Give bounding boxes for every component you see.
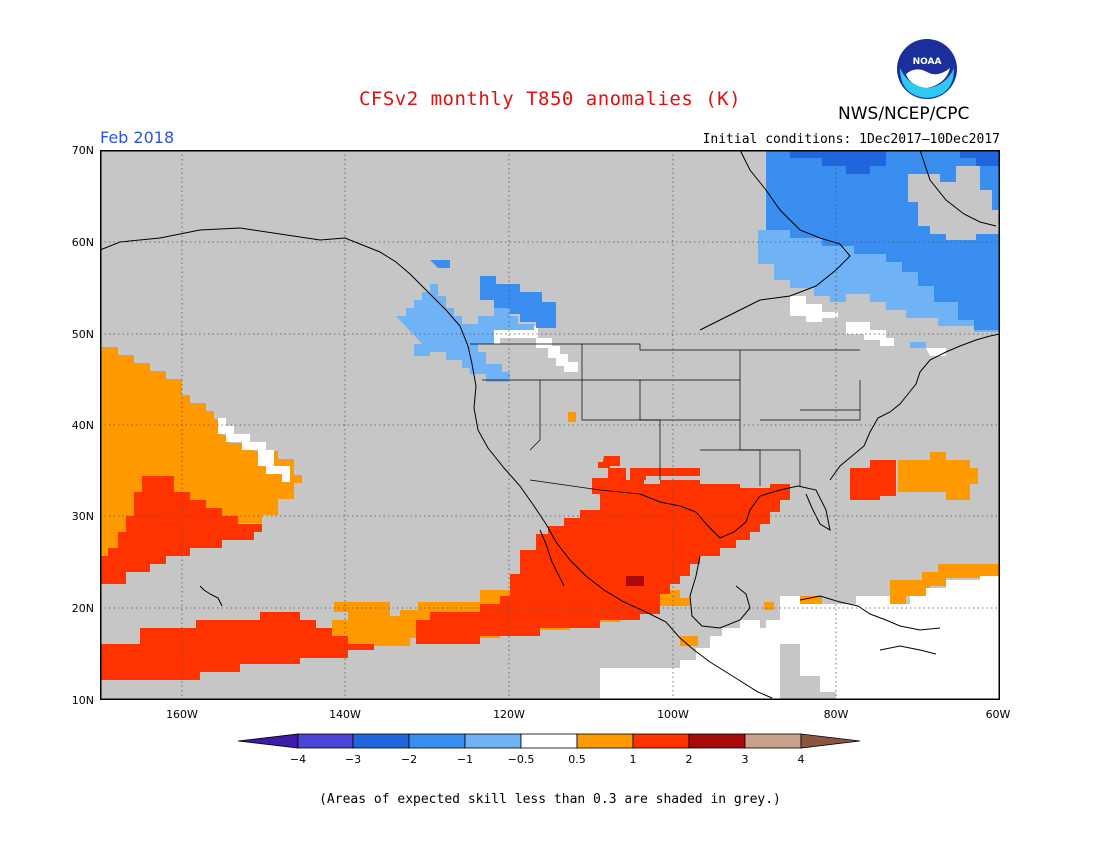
lat-label: 40N xyxy=(72,419,94,432)
colorbar-segment xyxy=(352,733,410,749)
colorbar-label: 1 xyxy=(630,753,637,766)
lat-label: 10N xyxy=(72,694,94,707)
colorbar-label: −3 xyxy=(345,753,361,766)
forecast-month: Feb 2018 xyxy=(100,128,175,147)
colorbar-label: −1 xyxy=(457,753,473,766)
colorbar-low-arrow xyxy=(238,733,299,749)
colorbar-label: 3 xyxy=(742,753,749,766)
colorbar-label: 2 xyxy=(686,753,693,766)
colorbar-label: −0.5 xyxy=(508,753,535,766)
map-title: CFSv2 monthly T850 anomalies (K) xyxy=(358,88,742,110)
lat-label: 30N xyxy=(72,510,94,523)
organization-label: NWS/NCEP/CPC xyxy=(838,104,970,124)
latitude-labels: 70N 60N 50N 40N 30N 20N 10N xyxy=(72,144,94,707)
initial-conditions: Initial conditions: 1Dec2017–10Dec2017 xyxy=(702,132,1000,147)
colorbar-label: 0.5 xyxy=(568,753,586,766)
noaa-logo-icon: NOAA xyxy=(896,38,958,100)
political-borders xyxy=(470,343,861,495)
lon-label: 140W xyxy=(329,708,361,721)
colorbar-segment xyxy=(464,733,522,749)
lat-label: 50N xyxy=(72,328,94,341)
colorbar-segment xyxy=(408,733,466,749)
anomaly-map xyxy=(100,150,1000,700)
longitude-labels: 160W 140W 120W 100W 80W 60W xyxy=(166,708,1011,721)
colorbar-label: 4 xyxy=(798,753,805,766)
graticule xyxy=(100,150,1000,700)
lat-label: 20N xyxy=(72,602,94,615)
coastlines xyxy=(100,150,1000,699)
lon-label: 60W xyxy=(986,708,1011,721)
skill-footnote: (Areas of expected skill less than 0.3 a… xyxy=(319,792,781,807)
colorbar-segment xyxy=(576,733,634,749)
map-frame xyxy=(100,150,1000,700)
colorbar-segment xyxy=(688,733,746,749)
colorbar-high-arrow xyxy=(800,733,861,749)
lon-label: 120W xyxy=(493,708,525,721)
lat-label: 60N xyxy=(72,236,94,249)
lat-label: 70N xyxy=(72,144,94,157)
lon-label: 80W xyxy=(824,708,849,721)
anomaly-minus3-regions xyxy=(790,150,1000,174)
svg-text:NOAA: NOAA xyxy=(913,57,942,67)
anomaly-plus3-region xyxy=(626,576,644,586)
colorbar-segment xyxy=(520,733,578,749)
low-skill-labrador xyxy=(908,166,1000,240)
colorbar-label: −4 xyxy=(290,753,306,766)
colorbar-segment xyxy=(632,733,690,749)
colorbar-label: −2 xyxy=(401,753,417,766)
colorbar-segment xyxy=(297,733,354,749)
colorbar: −4 −3 −2 −1 −0.5 0.5 1 2 3 4 xyxy=(238,733,861,766)
lon-label: 100W xyxy=(657,708,689,721)
colorbar-segment xyxy=(744,733,802,749)
anomaly-minus1-regions xyxy=(396,230,998,382)
lon-label: 160W xyxy=(166,708,198,721)
